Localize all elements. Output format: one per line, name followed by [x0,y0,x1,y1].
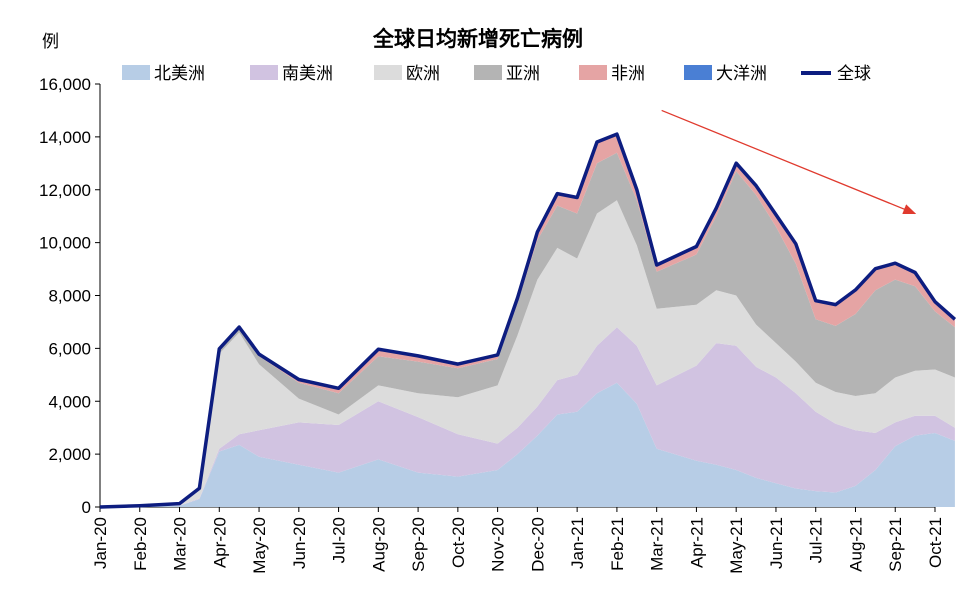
legend-swatch [122,65,150,80]
y-tick-label: 10,000 [39,234,91,253]
annotations [661,109,917,215]
x-tick-label: Jun-20 [290,517,309,569]
x-tick-label: Mar-20 [171,517,190,571]
y-tick-label: 4,000 [48,392,91,411]
x-tick-label: May-21 [727,517,746,574]
x-tick-label: Feb-20 [131,517,150,571]
y-tick-label: 14,000 [39,128,91,147]
x-tick-label: Oct-21 [926,517,945,568]
legend-label: 大洋洲 [716,64,767,84]
axes: 0 2,000 4,000 6,000 8,000 10,000 12,000 14,000 1… [39,75,945,574]
legend-label: 欧洲 [406,64,440,84]
legend-label: 非洲 [611,64,645,84]
x-tick-label: Jul-20 [330,517,349,563]
total-line [99,132,957,509]
x-tick-label: Oct-20 [449,517,468,568]
legend-swatch [684,65,712,80]
total-line-layer [99,132,957,509]
x-tick-label: Nov-20 [489,517,508,572]
legend-label: 亚洲 [506,64,540,84]
x-tick-label: May-20 [250,517,269,574]
y-tick-label: 6,000 [48,339,91,358]
x-tick-label: Aug-21 [846,517,865,572]
legend-swatch [374,65,402,80]
x-tick-label: Jan-21 [568,517,587,569]
x-tick-label: Jul-21 [807,517,826,563]
y-tick-label: 12,000 [39,181,91,200]
x-tick-label: Feb-21 [608,517,627,571]
legend-swatch [474,65,502,80]
x-tick-label: Dec-20 [528,517,547,572]
legend-swatch [579,65,607,80]
legend-label: 南美洲 [282,64,333,84]
x-tick-label: Aug-20 [369,517,388,572]
y-unit-label: 例 [42,32,59,52]
x-tick-label: Apr-20 [210,517,229,568]
x-tick-label: Sep-20 [409,517,428,572]
y-tick-label: 0 [82,498,91,517]
area-layers [100,134,955,508]
chart-title: 全球日均新增死亡病例 [372,27,583,51]
x-tick-label: Apr-21 [687,517,706,568]
y-tick-label: 16,000 [39,75,91,94]
area-series [100,200,955,508]
legend-label: 北美洲 [154,64,205,84]
x-tick-label: Jun-21 [767,517,786,569]
legend: 北美洲 南美洲 欧洲 亚洲 非洲 大洋洲 全球 [122,64,871,84]
legend-label: 全球 [837,64,871,84]
x-tick-label: Sep-21 [886,517,905,572]
legend-swatch [250,65,278,80]
x-tick-label: Mar-21 [648,517,667,571]
y-tick-label: 8,000 [48,287,91,306]
trend-arrow [661,109,917,215]
x-tick-label: Jan-20 [91,517,110,569]
y-tick-label: 2,000 [48,445,91,464]
area-series [100,152,955,507]
